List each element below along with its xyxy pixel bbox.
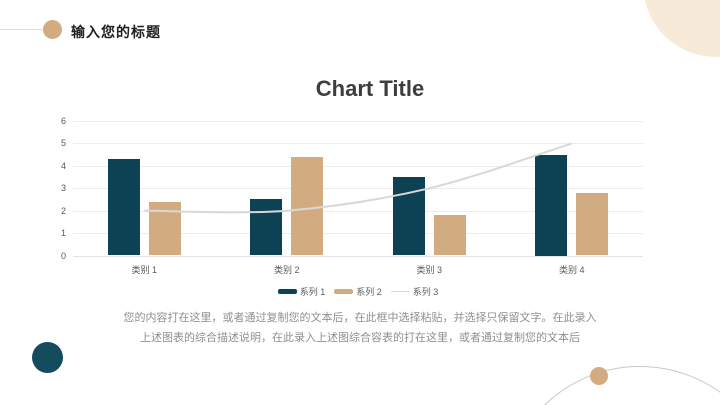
y-axis-tick-label: 2 <box>60 205 66 216</box>
body-text-line-1: 您的内容打在这里，或者通过复制您的文本后，在此框中选择粘贴，并选择只保留文字。在… <box>123 312 597 324</box>
legend-swatch-系列 2 <box>334 289 354 294</box>
body-text: 您的内容打在这里，或者通过复制您的文本后，在此框中选择粘贴，并选择只保留文字。在… <box>40 308 680 348</box>
bar-系列 2-类别 3 <box>433 215 466 256</box>
y-axis-tick-label: 5 <box>60 138 66 149</box>
bar-系列 2-类别 1 <box>148 201 181 256</box>
decor-circle-top-right <box>643 0 720 57</box>
line-series-path <box>144 142 573 214</box>
y-axis-tick-label: 0 <box>60 250 66 261</box>
legend-label: 系列 3 <box>412 287 439 297</box>
category-label: 类别 3 <box>416 264 442 275</box>
chart-title: Chart Title <box>315 76 425 101</box>
category-label: 类别 4 <box>558 264 585 275</box>
gridline-y5 <box>73 143 643 145</box>
category-label: 类别 1 <box>131 264 157 275</box>
category-label: 类别 2 <box>273 264 300 275</box>
y-axis-tick-label: 4 <box>60 160 66 171</box>
legend-item-系列 1: 系列 1 <box>277 285 326 298</box>
bar-系列 1-类别 3 <box>392 177 425 256</box>
bar-系列 1-类别 4 <box>535 154 568 256</box>
bar-系列 2-类别 2 <box>291 156 324 256</box>
header-rule-line <box>0 29 44 30</box>
gridline-y1 <box>73 233 643 235</box>
header-bullet-circle <box>43 20 62 39</box>
y-axis-tick-label: 1 <box>60 228 66 239</box>
legend-item-系列 2: 系列 2 <box>334 285 382 298</box>
decor-arc-bottom-right <box>502 366 720 405</box>
legend-swatch-系列 3 <box>390 290 410 293</box>
gridline-y0 <box>73 255 643 257</box>
decor-circle-bottom-left <box>32 342 63 373</box>
chart-legend: 系列 1 系列 2 系列 3 <box>73 285 643 298</box>
bar-系列 1-类别 2 <box>250 199 283 256</box>
legend-label: 系列 2 <box>356 287 382 297</box>
legend-label: 系列 1 <box>299 287 326 297</box>
body-text-line-2: 上述图表的综合描述说明，在此录入上述图综合容表的打在这里，或者通过复制您的文本后 <box>140 332 580 344</box>
bar-系列 1-类别 1 <box>107 159 140 256</box>
slide-title: 输入您的标题 <box>71 24 161 40</box>
legend-swatch-系列 1 <box>277 289 297 294</box>
legend-item-系列 3: 系列 3 <box>390 285 439 298</box>
gridline-y6 <box>73 121 643 122</box>
y-axis-tick-label: 3 <box>60 183 66 194</box>
bar-系列 2-类别 4 <box>576 192 609 256</box>
decor-dot-on-arc <box>590 367 608 385</box>
y-axis-tick-label: 6 <box>60 116 66 126</box>
chart-plot-area: 0 1 2 3 4 5 6 类别 1 类别 2 类别 3 类别 4 <box>61 116 643 275</box>
